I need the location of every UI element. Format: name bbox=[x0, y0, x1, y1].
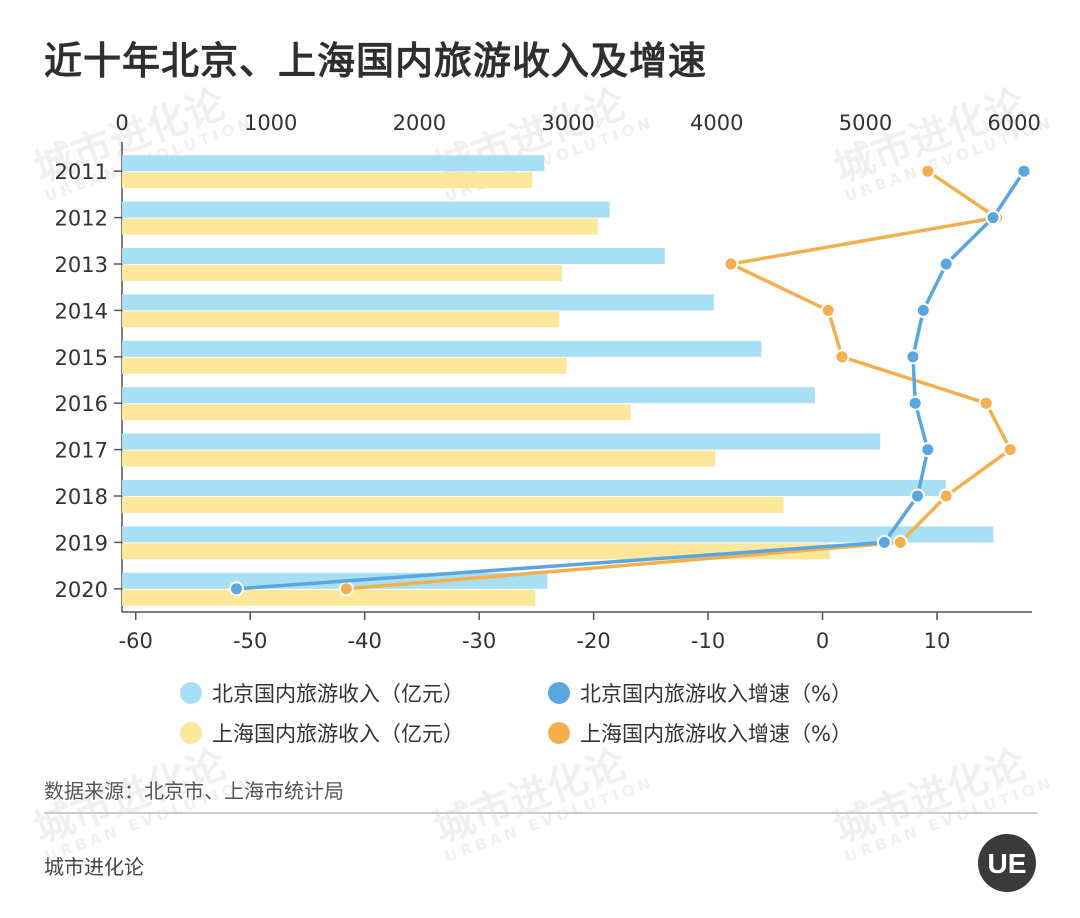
brand-name: 城市进化论 bbox=[44, 855, 144, 879]
bar-beijing-income bbox=[122, 155, 545, 172]
y-tick-label: 2020 bbox=[55, 578, 108, 602]
y-tick-label: 2016 bbox=[55, 392, 108, 416]
bar-shanghai-income bbox=[122, 450, 716, 467]
bar-beijing-income bbox=[122, 340, 762, 357]
shanghai-growth-point bbox=[338, 581, 354, 597]
bar-shanghai-income bbox=[122, 172, 533, 189]
x-tick-label-bottom: -50 bbox=[233, 629, 267, 653]
x-tick-label-bottom: 0 bbox=[816, 629, 829, 653]
x-tick-label-bottom: -20 bbox=[576, 629, 610, 653]
shanghai-growth-point bbox=[723, 256, 739, 272]
x-tick-label-bottom: -40 bbox=[348, 629, 382, 653]
x-tick-label-bottom: -30 bbox=[462, 629, 496, 653]
shanghai-growth-point bbox=[834, 349, 850, 365]
bar-shanghai-income bbox=[122, 404, 631, 421]
beijing-growth-point bbox=[876, 534, 892, 550]
beijing-growth-point bbox=[905, 349, 921, 365]
x-tick-label-top: 0 bbox=[115, 111, 128, 135]
shanghai-growth-point bbox=[820, 302, 836, 318]
y-tick-label: 2019 bbox=[55, 531, 108, 555]
y-tick-label: 2013 bbox=[55, 253, 108, 277]
shanghai-growth-point bbox=[938, 488, 954, 504]
bar-shanghai-income bbox=[122, 357, 567, 374]
x-tick-label-bottom: 10 bbox=[924, 629, 951, 653]
source-note: 数据来源：北京市、上海市统计局 bbox=[44, 779, 344, 803]
shanghai-growth-point bbox=[978, 395, 994, 411]
bar-beijing-income bbox=[122, 201, 610, 218]
legend-item-beijing-income: 北京国内旅游收入（亿元） bbox=[180, 678, 464, 708]
bar-shanghai-income bbox=[122, 543, 830, 560]
brand-logo: UE bbox=[978, 834, 1036, 892]
beijing-growth-point bbox=[228, 581, 244, 597]
chart-title: 近十年北京、上海国内旅游收入及增速 bbox=[44, 39, 708, 83]
legend-swatch bbox=[180, 682, 202, 704]
shanghai-growth-point bbox=[1002, 442, 1018, 458]
shanghai-growth-point bbox=[920, 163, 936, 179]
y-tick-label: 2018 bbox=[55, 485, 108, 509]
legend-swatch bbox=[180, 722, 202, 744]
legend-swatch bbox=[548, 722, 570, 744]
beijing-growth-line bbox=[236, 170, 1026, 591]
bar-shanghai-income bbox=[122, 589, 536, 606]
beijing-growth-point bbox=[907, 395, 923, 411]
beijing-growth-point bbox=[1016, 163, 1032, 179]
beijing-growth-point bbox=[910, 488, 926, 504]
legend-swatch bbox=[548, 682, 570, 704]
logo-text: UE bbox=[988, 848, 1027, 879]
x-tick-label-top: 1000 bbox=[244, 111, 297, 135]
legend-item-shanghai-growth: 上海国内旅游收入增速（%） bbox=[548, 718, 852, 748]
y-tick-label: 2017 bbox=[55, 439, 108, 463]
legend-item-beijing-growth: 北京国内旅游收入增速（%） bbox=[548, 678, 852, 708]
bar-beijing-income bbox=[122, 294, 714, 311]
beijing-growth-point bbox=[920, 442, 936, 458]
x-tick-label-top: 4000 bbox=[690, 111, 743, 135]
bar-beijing-income bbox=[122, 433, 881, 450]
bar-shanghai-income bbox=[122, 265, 563, 281]
x-tick-label-top: 2000 bbox=[393, 111, 446, 135]
bar-shanghai-income bbox=[122, 218, 598, 235]
logo-mark: UE bbox=[988, 848, 1027, 879]
beijing-growth-point bbox=[938, 256, 954, 272]
beijing-growth-point bbox=[915, 302, 931, 318]
divider bbox=[44, 812, 1038, 814]
x-tick-label-top: 3000 bbox=[541, 111, 594, 135]
x-tick-label-top: 5000 bbox=[839, 111, 892, 135]
shanghai-growth-point bbox=[892, 534, 908, 550]
legend-label: 上海国内旅游收入（亿元） bbox=[212, 722, 464, 746]
bar-beijing-income bbox=[122, 480, 946, 496]
legend-label: 北京国内旅游收入增速（%） bbox=[580, 682, 852, 706]
y-tick-label: 2012 bbox=[55, 207, 108, 231]
legend-item-shanghai-income: 上海国内旅游收入（亿元） bbox=[180, 718, 464, 748]
x-tick-label-bottom: -60 bbox=[119, 629, 153, 653]
legend-label: 上海国内旅游收入增速（%） bbox=[580, 722, 852, 746]
bar-beijing-income bbox=[122, 248, 665, 264]
bar-shanghai-income bbox=[122, 497, 784, 513]
x-tick-label-bottom: -10 bbox=[691, 629, 725, 653]
legend-label: 北京国内旅游收入（亿元） bbox=[212, 682, 464, 706]
y-tick-label: 2015 bbox=[55, 346, 108, 370]
x-tick-label-top: 6000 bbox=[987, 111, 1040, 135]
y-tick-label: 2014 bbox=[55, 299, 108, 323]
bar-shanghai-income bbox=[122, 311, 560, 328]
beijing-growth-point bbox=[985, 210, 1001, 226]
y-tick-label: 2011 bbox=[55, 160, 108, 184]
bar-beijing-income bbox=[122, 387, 815, 404]
bar-beijing-income bbox=[122, 526, 994, 543]
